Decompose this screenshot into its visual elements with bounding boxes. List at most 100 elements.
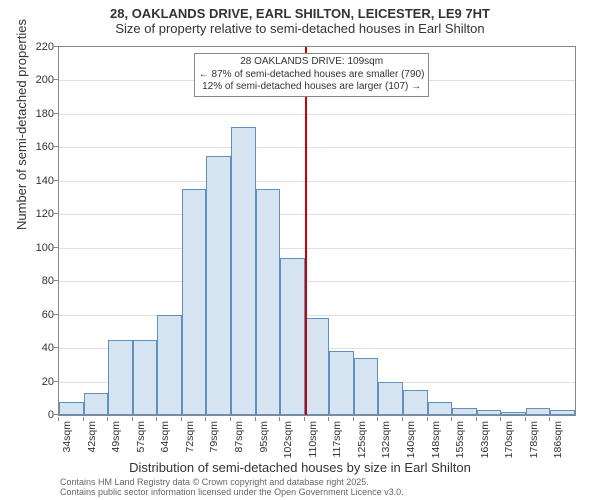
gridline [59,281,575,282]
histogram-bar [133,340,158,415]
x-tick-mark [500,417,501,421]
x-tick-mark [58,417,59,421]
histogram-bar [108,340,133,415]
histogram-bar [84,393,109,415]
y-tick-label: 140 [14,175,54,187]
x-tick-label: 87sqm [233,421,245,481]
y-tick-mark [54,381,58,382]
x-tick-mark [427,417,428,421]
y-tick-mark [54,180,58,181]
x-tick-label: 95sqm [258,421,270,481]
title-block: 28, OAKLANDS DRIVE, EARL SHILTON, LEICES… [0,6,600,36]
plot-area: 28 OAKLANDS DRIVE: 109sqm← 87% of semi-d… [58,46,576,416]
y-tick-mark [54,79,58,80]
histogram-bar [206,156,231,415]
x-tick-label: 170sqm [503,421,515,481]
x-tick-label: 178sqm [528,421,540,481]
x-tick-mark [476,417,477,421]
x-tick-mark [181,417,182,421]
footer-attribution: Contains HM Land Registry data © Crown c… [60,478,404,498]
x-tick-label: 125sqm [356,421,368,481]
chart-subtitle: Size of property relative to semi-detach… [0,21,600,36]
x-tick-label: 148sqm [430,421,442,481]
y-tick-mark [54,414,58,415]
x-tick-mark [525,417,526,421]
x-tick-label: 34sqm [61,421,73,481]
x-tick-label: 117sqm [331,421,343,481]
annotation-line-3: 12% of semi-detached houses are larger (… [199,81,425,94]
x-tick-label: 79sqm [208,421,220,481]
y-tick-label: 80 [14,275,54,287]
y-tick-label: 180 [14,108,54,120]
x-tick-mark [402,417,403,421]
x-tick-label: 155sqm [454,421,466,481]
marker-line [305,47,307,415]
histogram-bar [182,189,207,415]
x-tick-mark [132,417,133,421]
annotation-line-1: 28 OAKLANDS DRIVE: 109sqm [199,56,425,69]
x-tick-mark [156,417,157,421]
x-tick-mark [549,417,550,421]
histogram-bar [452,408,477,415]
x-tick-label: 186sqm [552,421,564,481]
histogram-bar [403,390,428,415]
x-tick-mark [377,417,378,421]
x-tick-mark [255,417,256,421]
x-tick-mark [83,417,84,421]
x-tick-mark [279,417,280,421]
histogram-bar [354,358,379,415]
histogram-bar [550,410,575,415]
x-tick-mark [230,417,231,421]
y-tick-label: 60 [14,309,54,321]
gridline [59,315,575,316]
x-tick-label: 64sqm [159,421,171,481]
histogram-bar [305,318,330,415]
y-tick-mark [54,347,58,348]
y-tick-mark [54,113,58,114]
histogram-bar [501,412,526,415]
x-tick-label: 163sqm [479,421,491,481]
x-tick-mark [353,417,354,421]
y-tick-label: 200 [14,74,54,86]
histogram-bar [280,258,305,415]
annotation-line-2: ← 87% of semi-detached houses are smalle… [199,69,425,82]
y-tick-mark [54,247,58,248]
histogram-bar [526,408,551,415]
chart-title: 28, OAKLANDS DRIVE, EARL SHILTON, LEICES… [0,6,600,21]
histogram-bar [256,189,281,415]
gridline [59,181,575,182]
histogram-bar [428,402,453,415]
y-tick-label: 20 [14,376,54,388]
x-tick-label: 102sqm [282,421,294,481]
chart-container: 28, OAKLANDS DRIVE, EARL SHILTON, LEICES… [0,0,600,500]
y-tick-mark [54,314,58,315]
x-tick-label: 49sqm [110,421,122,481]
x-tick-label: 140sqm [405,421,417,481]
x-tick-label: 110sqm [307,421,319,481]
histogram-bar [477,410,502,415]
y-tick-label: 120 [14,208,54,220]
y-tick-label: 40 [14,342,54,354]
y-tick-mark [54,46,58,47]
y-tick-label: 160 [14,141,54,153]
y-tick-label: 0 [14,409,54,421]
histogram-bar [329,351,354,415]
y-tick-label: 100 [14,242,54,254]
histogram-bar [231,127,256,415]
y-tick-mark [54,280,58,281]
y-tick-mark [54,213,58,214]
histogram-bar [378,382,403,415]
gridline [59,248,575,249]
histogram-bar [157,315,182,415]
x-tick-label: 57sqm [135,421,147,481]
x-tick-mark [328,417,329,421]
gridline [59,214,575,215]
x-tick-mark [107,417,108,421]
annotation-box: 28 OAKLANDS DRIVE: 109sqm← 87% of semi-d… [194,53,430,97]
y-tick-label: 220 [14,41,54,53]
footer-line-2: Contains public sector information licen… [60,488,404,498]
x-tick-label: 72sqm [184,421,196,481]
histogram-bar [59,402,84,415]
gridline [59,114,575,115]
x-tick-mark [304,417,305,421]
